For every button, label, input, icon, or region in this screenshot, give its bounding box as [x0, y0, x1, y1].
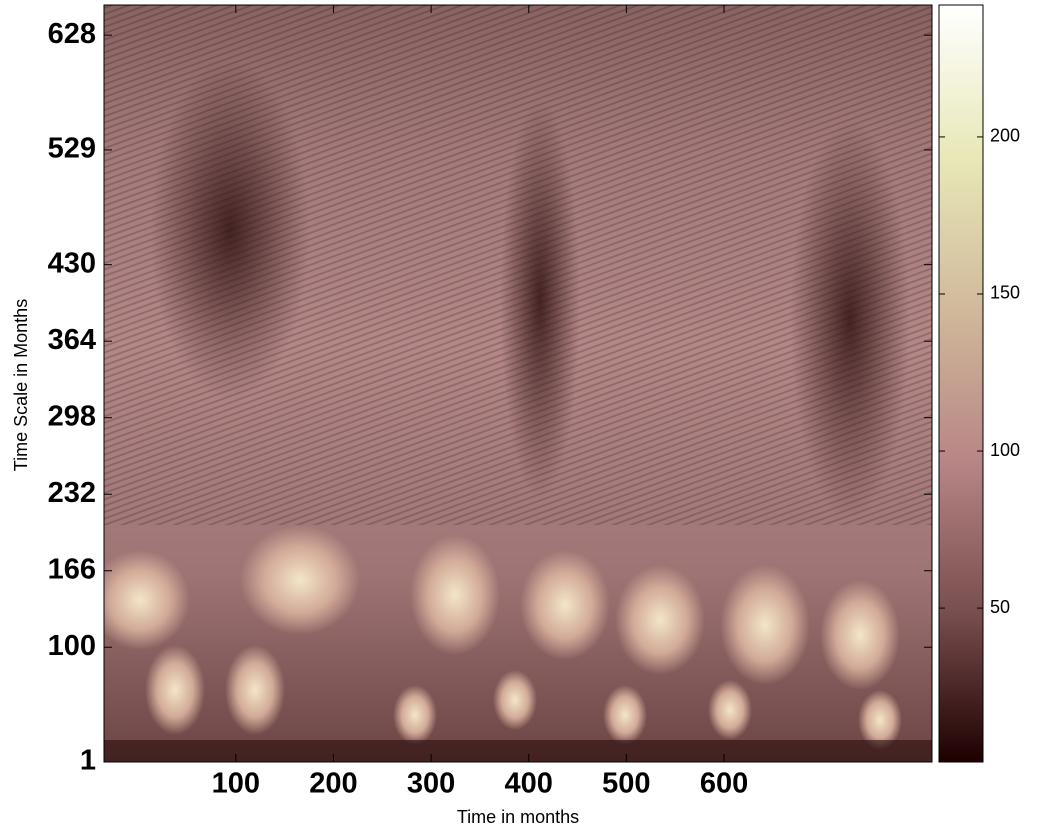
x-tick-label: 400	[505, 768, 553, 800]
y-tick-label: 166	[48, 553, 96, 585]
plot-frame	[103, 4, 933, 763]
x-tick-label: 500	[602, 768, 650, 800]
y-tick-label: 1	[80, 745, 96, 777]
x-tick-label: 100	[212, 768, 260, 800]
x-tick-label: 200	[309, 768, 357, 800]
colorbar-tick-label: 50	[990, 597, 1010, 617]
x-tick-label: 600	[700, 768, 748, 800]
x-axis-label: Time in months	[457, 807, 579, 827]
colorbar-tick-label: 150	[990, 283, 1020, 303]
y-tick-label: 628	[48, 18, 96, 50]
y-tick-label: 232	[48, 477, 96, 509]
colorbar	[938, 4, 984, 763]
colorbar-tick-label: 200	[990, 126, 1020, 146]
y-tick-label: 529	[48, 133, 96, 165]
y-tick-label: 298	[48, 400, 96, 432]
scalogram-image	[104, 5, 932, 762]
x-tick-label: 300	[407, 768, 455, 800]
y-tick-label: 430	[48, 247, 96, 279]
y-tick-label: 100	[48, 630, 96, 662]
y-axis-label: Time Scale in Months	[11, 299, 31, 471]
colorbar-tick-label: 100	[990, 440, 1020, 460]
y-tick-label: 364	[48, 324, 96, 356]
